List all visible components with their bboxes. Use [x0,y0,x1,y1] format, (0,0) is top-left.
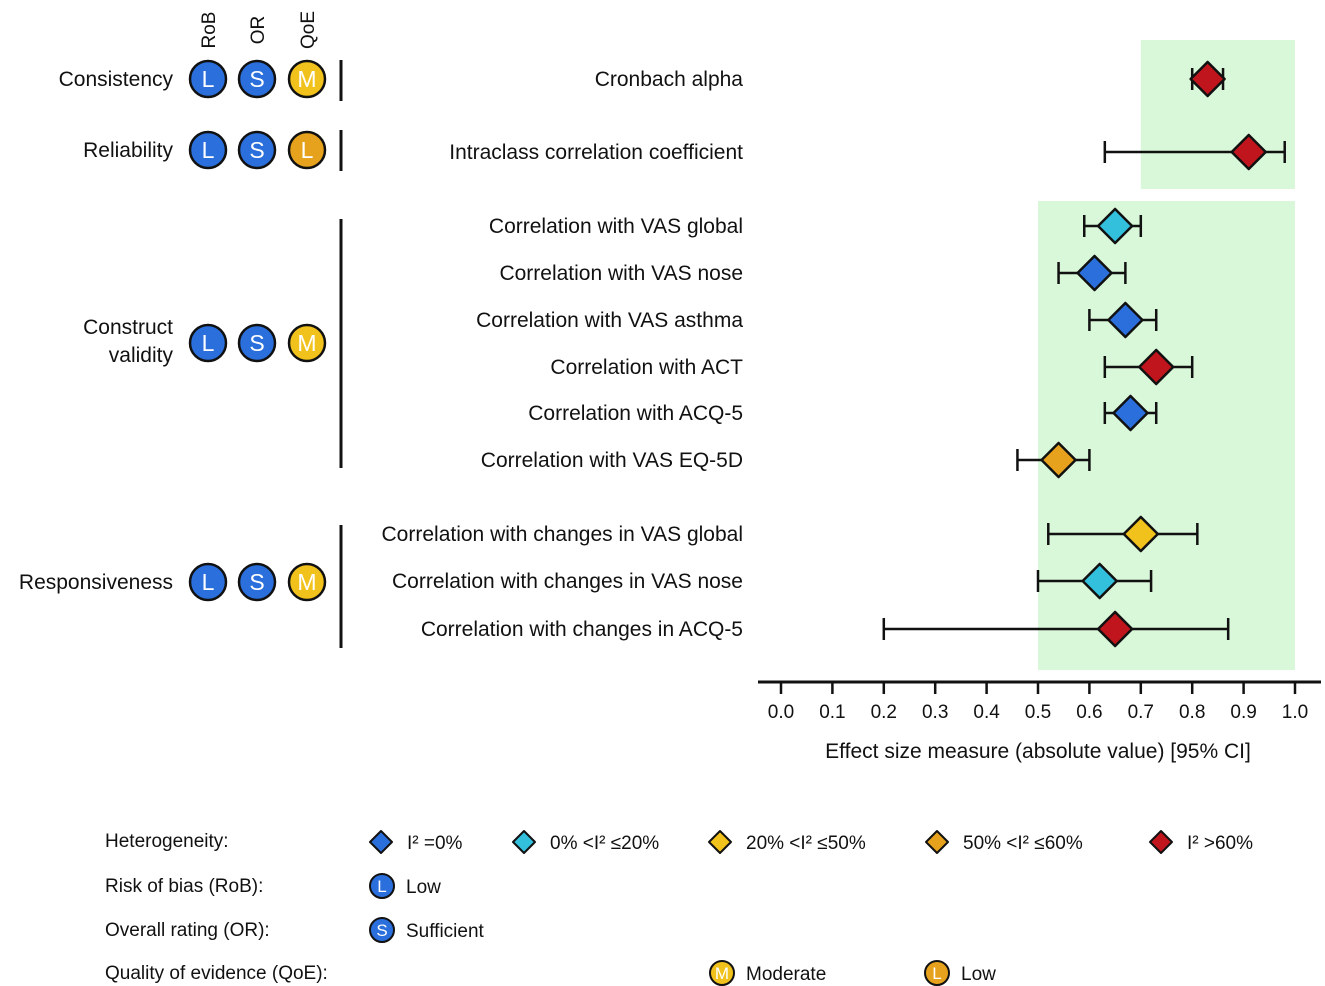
legend-badge [709,960,735,986]
x-tick-label: 0.8 [1179,702,1205,723]
legend-badge-letter: M [715,964,729,983]
legend-badge [369,873,395,899]
outcome-label: Correlation with changes in ACQ-5 [421,618,743,641]
rating-badge [188,130,228,170]
legend-qoe-label: Moderate [746,964,826,985]
rating-badge [237,130,277,170]
estimate-diamond [1096,207,1134,245]
column-header-rob: RoB [199,12,220,49]
estimate-diamond [1107,301,1144,339]
outcome-label: Correlation with VAS global [489,215,743,238]
rating-badge-letter: L [202,137,215,163]
estimate-diamond [1189,60,1226,98]
outcome-label: Correlation with ACQ-5 [528,402,743,425]
legend-diamond [708,830,732,854]
x-tick-label: 0.0 [768,702,794,723]
group-label: validity [109,344,174,367]
x-tick-label: 0.3 [922,702,948,723]
legend-qoe-label: Low [961,964,996,985]
x-tick-label: 0.4 [973,702,1000,723]
rating-badge [287,59,327,99]
estimate-diamond [1112,394,1149,432]
legend-diamond [925,830,949,854]
estimate-diamond [1122,515,1160,553]
legend-badge-letter: L [932,964,941,983]
x-tick-label: 0.6 [1076,702,1102,723]
outcome-label: Correlation with VAS asthma [476,309,743,332]
group-label: Consistency [59,68,174,91]
rating-badge-letter: L [301,137,314,163]
rating-badge-letter: S [249,330,264,356]
group-label: Reliability [83,139,173,162]
legend-rob-label: Low [406,877,441,898]
estimate-diamond [1081,562,1118,600]
x-tick-label: 0.2 [871,702,897,723]
legend-heterogeneity-label: 20% <I² ≤50% [746,833,866,854]
legend-badge-letter: L [377,877,386,896]
legend-qoe-title: Quality of evidence (QoE): [105,963,328,984]
outcome-label: Correlation with VAS nose [499,262,743,285]
group-label: Responsiveness [19,571,173,594]
x-tick-label: 0.1 [819,702,845,723]
outcome-label: Correlation with changes in VAS global [382,523,743,546]
legend-heterogeneity-label: I² >60% [1187,833,1253,854]
legend-heterogeneity-label: 50% <I² ≤60% [963,833,1083,854]
rating-badge [188,562,228,602]
target-range-shade [1140,40,1295,189]
x-tick-label: 0.9 [1230,702,1256,723]
estimate-diamond [1137,348,1175,386]
rating-badge [237,562,277,602]
rating-badge-letter: M [297,66,316,92]
outcome-label: Correlation with ACT [550,356,743,379]
rating-badge-letter: S [249,569,264,595]
estimate-diamond [1096,610,1134,648]
rating-badge-letter: S [249,66,264,92]
group-label: Construct [83,316,173,339]
x-tick-label: 0.7 [1128,702,1154,723]
legend-diamond [512,830,536,854]
estimate-diamond [1040,441,1077,479]
legend-badge [369,917,395,943]
rating-badge [287,562,327,602]
legend-heterogeneity-label: 0% <I² ≤20% [550,833,659,854]
x-axis-title: Effect size measure (absolute value) [95… [825,740,1251,763]
rating-badge [237,323,277,363]
outcome-label: Correlation with VAS EQ-5D [481,449,743,472]
estimate-diamond [1230,133,1267,171]
rating-badge-letter: L [202,569,215,595]
legend-heterogeneity-title: Heterogeneity: [105,831,229,852]
legend-diamond [369,830,393,854]
rating-badge-letter: S [249,137,264,163]
legend-or-label: Sufficient [406,921,485,942]
column-header-or: OR [248,16,269,45]
rating-badge [237,59,277,99]
rating-badge-letter: M [297,569,316,595]
target-range-shade [1038,201,1295,670]
legend-rob-title: Risk of bias (RoB): [105,876,263,897]
rating-badge [287,323,327,363]
legend-heterogeneity-label: I² =0% [407,833,463,854]
legend-diamond [1149,830,1173,854]
rating-badge [287,130,327,170]
outcome-label: Intraclass correlation coefficient [449,141,743,164]
x-tick-label: 0.5 [1025,702,1051,723]
rating-badge-letter: L [202,330,215,356]
outcome-label: Correlation with changes in VAS nose [392,570,743,593]
rating-badge [188,59,228,99]
column-header-qoe: QoE [298,11,319,49]
legend-badge-letter: S [376,921,387,940]
rating-badge-letter: M [297,330,316,356]
outcome-label: Cronbach alpha [595,68,744,91]
legend-or-title: Overall rating (OR): [105,920,270,941]
estimate-diamond [1076,254,1113,292]
x-tick-label: 1.0 [1282,702,1308,723]
rating-badge [188,323,228,363]
legend-badge [924,960,950,986]
rating-badge-letter: L [202,66,215,92]
